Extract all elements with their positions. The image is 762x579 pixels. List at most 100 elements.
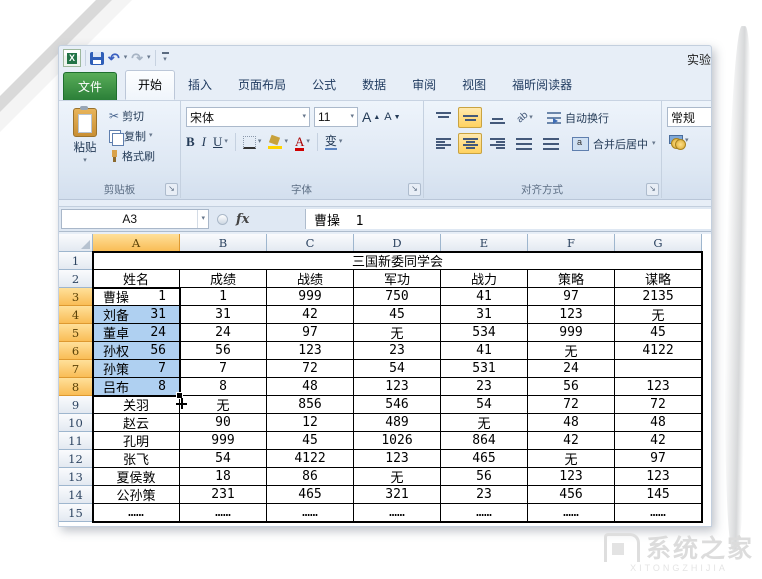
column-header-G[interactable]: G bbox=[615, 234, 702, 252]
cell-header-B[interactable]: 成绩 bbox=[180, 270, 267, 288]
row-header-15[interactable]: 15 bbox=[59, 504, 93, 522]
cell-G13[interactable]: 123 bbox=[615, 468, 702, 486]
cell-D4[interactable]: 45 bbox=[354, 306, 441, 324]
row-header-14[interactable]: 14 bbox=[59, 486, 93, 504]
wrap-text-button[interactable]: 自动换行 bbox=[547, 110, 609, 126]
cell-G5[interactable]: 45 bbox=[615, 324, 702, 342]
column-header-A[interactable]: A bbox=[93, 234, 180, 252]
cell-D5[interactable]: 无 bbox=[354, 324, 441, 342]
cell-G11[interactable]: 42 bbox=[615, 432, 702, 450]
customize-qat-button[interactable]: ▾ bbox=[161, 52, 169, 64]
cell-E6[interactable]: 41 bbox=[441, 342, 528, 360]
cell-B13[interactable]: 18 bbox=[180, 468, 267, 486]
cell-D9[interactable]: 546 bbox=[354, 396, 441, 414]
row-header-10[interactable]: 10 bbox=[59, 414, 93, 432]
cell-C4[interactable]: 42 bbox=[267, 306, 354, 324]
cell-F4[interactable]: 123 bbox=[528, 306, 615, 324]
row-header-1[interactable]: 1 bbox=[59, 252, 93, 270]
fill-color-button[interactable]: ▾ bbox=[268, 136, 288, 149]
font-name-combo[interactable]: 宋体 ▾ bbox=[186, 107, 310, 127]
format-painter-button[interactable]: 格式刷 bbox=[109, 148, 155, 164]
cell-E11[interactable]: 864 bbox=[441, 432, 528, 450]
cell-header-E[interactable]: 战力 bbox=[441, 270, 528, 288]
row-header-11[interactable]: 11 bbox=[59, 432, 93, 450]
cell-C5[interactable]: 97 bbox=[267, 324, 354, 342]
formula-input[interactable]: 曹操 1 bbox=[306, 209, 711, 229]
cell-D15[interactable]: …… bbox=[354, 504, 441, 522]
font-size-combo[interactable]: 11 ▾ bbox=[314, 107, 358, 127]
accounting-format-button[interactable]: ▾ bbox=[667, 134, 689, 150]
cell-header-A[interactable]: 姓名 bbox=[93, 270, 180, 288]
cell-B8[interactable]: 8 bbox=[180, 378, 267, 396]
column-header-B[interactable]: B bbox=[180, 234, 267, 252]
cell-F13[interactable]: 123 bbox=[528, 468, 615, 486]
cell-header-D[interactable]: 军功 bbox=[354, 270, 441, 288]
cell-G9[interactable]: 72 bbox=[615, 396, 702, 414]
cell-C14[interactable]: 465 bbox=[267, 486, 354, 504]
row-header-8[interactable]: 8 bbox=[59, 378, 93, 396]
cell-E12[interactable]: 465 bbox=[441, 450, 528, 468]
cell-C10[interactable]: 12 bbox=[267, 414, 354, 432]
cell-C11[interactable]: 45 bbox=[267, 432, 354, 450]
cell-header-G[interactable]: 谋略 bbox=[615, 270, 702, 288]
redo-dropdown-icon[interactable]: ▾ bbox=[146, 54, 151, 61]
insert-function-button[interactable]: fx bbox=[236, 211, 250, 227]
cell-A11[interactable]: 孔明 bbox=[93, 432, 180, 450]
row-header-9[interactable]: 9 bbox=[59, 396, 93, 414]
cell-A10[interactable]: 赵云 bbox=[93, 414, 180, 432]
cell-B6[interactable]: 56 bbox=[180, 342, 267, 360]
cell-D14[interactable]: 321 bbox=[354, 486, 441, 504]
paste-button[interactable]: 粘贴 ▾ bbox=[64, 106, 106, 180]
redo-button[interactable]: ↷ bbox=[131, 50, 143, 66]
cell-B15[interactable]: …… bbox=[180, 504, 267, 522]
row-header-12[interactable]: 12 bbox=[59, 450, 93, 468]
cell-E5[interactable]: 534 bbox=[441, 324, 528, 342]
cell-B12[interactable]: 54 bbox=[180, 450, 267, 468]
name-box[interactable]: A3 ▾ bbox=[61, 209, 209, 229]
cell-G7[interactable] bbox=[615, 360, 702, 378]
undo-dropdown-icon[interactable]: ▾ bbox=[123, 54, 128, 61]
grow-font-button[interactable]: A ▲ bbox=[362, 109, 381, 125]
font-color-button[interactable]: A ▾ bbox=[294, 134, 310, 151]
cell-C9[interactable]: 856 bbox=[267, 396, 354, 414]
cell-D11[interactable]: 1026 bbox=[354, 432, 441, 450]
cell-B9[interactable]: 无 bbox=[180, 396, 267, 414]
cell-F14[interactable]: 456 bbox=[528, 486, 615, 504]
cell-F8[interactable]: 56 bbox=[528, 378, 615, 396]
cell-D7[interactable]: 54 bbox=[354, 360, 441, 378]
row-header-3[interactable]: 3 bbox=[59, 288, 93, 306]
tab-home[interactable]: 开始 bbox=[125, 70, 176, 100]
paste-dropdown-icon[interactable]: ▾ bbox=[83, 157, 87, 164]
phonetic-button[interactable]: 变 ▾ bbox=[324, 133, 343, 150]
tab-data[interactable]: 数据 bbox=[362, 78, 387, 92]
excel-app-icon[interactable]: X bbox=[63, 49, 81, 67]
column-header-D[interactable]: D bbox=[354, 234, 441, 252]
cell-E9[interactable]: 54 bbox=[441, 396, 528, 414]
cell-E10[interactable]: 无 bbox=[441, 414, 528, 432]
cell-A3[interactable]: 曹操 1 bbox=[93, 288, 180, 306]
increase-indent-button[interactable] bbox=[539, 133, 563, 154]
cell-F15[interactable]: …… bbox=[528, 504, 615, 522]
cell-G4[interactable]: 无 bbox=[615, 306, 702, 324]
row-header-6[interactable]: 6 bbox=[59, 342, 93, 360]
tab-view[interactable]: 视图 bbox=[462, 78, 487, 92]
orientation-button[interactable]: ab ▾ bbox=[514, 109, 533, 126]
cell-F12[interactable]: 无 bbox=[528, 450, 615, 468]
cell-D8[interactable]: 123 bbox=[354, 378, 441, 396]
cell-D10[interactable]: 489 bbox=[354, 414, 441, 432]
cell-B4[interactable]: 31 bbox=[180, 306, 267, 324]
cell-C6[interactable]: 123 bbox=[267, 342, 354, 360]
cell-B14[interactable]: 231 bbox=[180, 486, 267, 504]
borders-button[interactable]: ▾ bbox=[242, 135, 261, 149]
column-header-F[interactable]: F bbox=[528, 234, 615, 252]
cell-F9[interactable]: 72 bbox=[528, 396, 615, 414]
cell-B7[interactable]: 7 bbox=[180, 360, 267, 378]
cell-F3[interactable]: 97 bbox=[528, 288, 615, 306]
cell-header-F[interactable]: 策略 bbox=[528, 270, 615, 288]
cell-E4[interactable]: 31 bbox=[441, 306, 528, 324]
align-top-button[interactable] bbox=[431, 107, 455, 128]
cell-D12[interactable]: 123 bbox=[354, 450, 441, 468]
cell-E14[interactable]: 23 bbox=[441, 486, 528, 504]
cell-C12[interactable]: 4122 bbox=[267, 450, 354, 468]
alignment-dialog-launcher[interactable]: ↘ bbox=[646, 183, 659, 196]
